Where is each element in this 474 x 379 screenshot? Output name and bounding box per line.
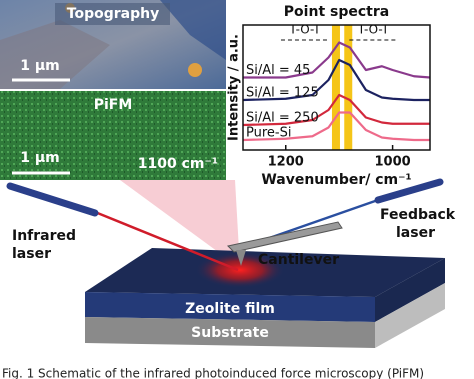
feedback-label: Feedback bbox=[380, 207, 456, 223]
panel-title: PiFM bbox=[94, 97, 133, 113]
infrared-beam bbox=[94, 210, 239, 272]
feedback-label: laser bbox=[396, 225, 435, 241]
substrate-label: Substrate bbox=[191, 325, 269, 341]
highlight-band bbox=[344, 25, 353, 150]
topo-grain bbox=[0, 20, 110, 89]
topo-grain bbox=[160, 0, 226, 60]
spectrum-line bbox=[243, 41, 431, 79]
film-front bbox=[85, 292, 375, 322]
tip bbox=[236, 250, 246, 266]
pifm-image bbox=[0, 91, 226, 180]
cantilever-label: Cantilever bbox=[258, 252, 339, 268]
caption: Fig. 1 Schematic of the infrared photoin… bbox=[2, 367, 424, 379]
infrared-label: laser bbox=[12, 246, 51, 262]
x-tick-label: 1000 bbox=[375, 155, 411, 170]
x-tick-label: 1200 bbox=[268, 155, 304, 170]
y-axis-label: Intensity / a.u. bbox=[227, 34, 242, 141]
series-label: Pure-Si bbox=[246, 126, 291, 141]
spectrum-line bbox=[242, 111, 430, 142]
title-bg bbox=[55, 3, 170, 25]
highlight-band bbox=[331, 25, 340, 150]
spectra-chart: T-O-T T-O-T Si/Al = 45 Si/Al = 125 Si/Al = 2… bbox=[227, 4, 431, 188]
ir-probe bbox=[6, 182, 99, 217]
series-label: Si/Al = 250 bbox=[246, 111, 319, 126]
annotation: T-O-T bbox=[357, 23, 390, 37]
wavenumber-label: 1100 cm⁻¹ bbox=[138, 156, 218, 172]
topo-spot bbox=[188, 63, 202, 77]
light-cone bbox=[120, 180, 240, 268]
substrate-front bbox=[85, 317, 375, 348]
scale-label: 1 μm bbox=[20, 58, 60, 74]
feedback-probe bbox=[374, 178, 444, 204]
spectrum-line bbox=[242, 93, 430, 127]
scale-label: 1 μm bbox=[20, 150, 60, 166]
series-label: Si/Al = 45 bbox=[246, 63, 310, 78]
panel-title: Topography bbox=[67, 6, 159, 22]
film-side bbox=[375, 258, 445, 322]
chart-title: Point spectra bbox=[284, 4, 389, 20]
x-axis-label: Wavenumber/ cm⁻¹ bbox=[261, 172, 411, 188]
film-label: Zeolite film bbox=[185, 301, 275, 317]
annotation: T-O-T bbox=[288, 23, 321, 37]
plot-frame bbox=[242, 24, 431, 151]
series-label: Si/Al = 125 bbox=[246, 86, 319, 101]
infrared-label: Infrared bbox=[12, 228, 76, 244]
spectrum-line bbox=[242, 58, 430, 102]
cantilever bbox=[226, 221, 343, 253]
substrate-side bbox=[375, 283, 445, 348]
